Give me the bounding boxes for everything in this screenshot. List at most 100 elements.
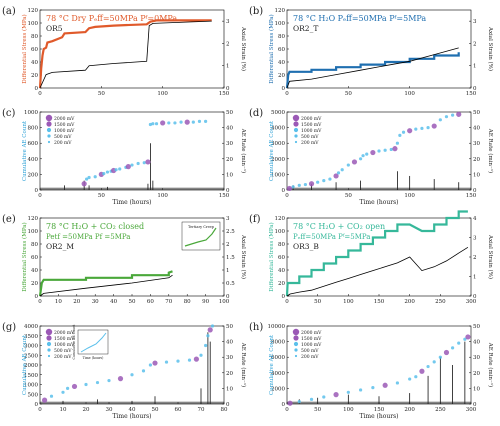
x-tick-label: 100 (157, 91, 168, 97)
panel-letter: (b) (249, 6, 263, 17)
inset: Time (hours) Cumulative AE Count (72, 324, 109, 360)
x-tick-label: 50 (345, 193, 352, 199)
ae-point (382, 382, 388, 388)
legend-marker (47, 134, 51, 138)
legend-marker (292, 328, 300, 336)
legend-marker (292, 114, 300, 122)
ae-point (95, 380, 100, 385)
ae-point (463, 337, 467, 341)
inset-title: Tertiary Creep (188, 225, 215, 229)
y-axis-label: Differential Stress (MPa) (21, 222, 28, 291)
ae-point (291, 185, 295, 189)
y-tick-label: 10000 (268, 324, 286, 330)
panel-h: (h)0 50 100 150 200 250 3000200040006000800010… (249, 322, 494, 420)
strain-series (286, 246, 469, 297)
x-tick-label: 20 (83, 407, 90, 413)
ae-point (346, 390, 350, 394)
panel-letter: (h) (249, 322, 263, 333)
y2-tick-label: 30 (473, 355, 480, 361)
ae-point (371, 386, 375, 390)
ae-point (136, 161, 140, 166)
legend-label: 1000 mV (54, 342, 75, 348)
ae-point (118, 167, 122, 171)
y-tick-label: 0 (35, 402, 39, 408)
panel-d: (d)0 50 100 1500100020003000400050000102030… (249, 108, 494, 206)
ae-point (346, 163, 350, 167)
y-tick-label: 40 (31, 60, 38, 66)
y-tick-label: 2500 (24, 353, 38, 359)
ae-point (361, 154, 365, 158)
legend-marker (294, 134, 298, 138)
stress-series (38, 270, 173, 297)
legend-marker (46, 335, 52, 341)
y2-tick-label: 3 (473, 19, 477, 25)
y2-tick-label: 20 (226, 371, 233, 377)
y-axis-label: Differential Stress (MPa) (268, 222, 275, 291)
ae-point (179, 120, 183, 124)
ae-point (389, 147, 393, 152)
y2-tick-label: 1.5 (226, 255, 235, 261)
panel-e: (e)0 10 20 30 40 50 60 70 80 90 100020406080100120… (2, 214, 247, 305)
ae-point (395, 141, 399, 145)
annotation-2: Pₑff=50MPa Pᶠ=5MPa (293, 233, 370, 241)
ae-point (130, 163, 134, 167)
ae-point (359, 388, 363, 392)
y-axis-label: Cumulative AE Count (269, 334, 275, 395)
y-tick-label: 1500 (24, 373, 38, 379)
x-tick-label: 100 (219, 299, 230, 305)
ae-point (322, 179, 326, 183)
ae-point (148, 122, 152, 127)
stress-series (285, 52, 460, 89)
y2-tick-label: 0 (226, 402, 230, 408)
ae-point (204, 119, 208, 123)
y2-tick-label: 40 (473, 340, 480, 346)
y2-tick-label: 0 (473, 188, 477, 194)
y2-tick-label: 20 (473, 371, 480, 377)
ae-point (93, 175, 97, 179)
x-tick-label: 20 (73, 299, 80, 305)
inset-frame (77, 329, 109, 355)
sample-id: OR2_M (46, 242, 74, 251)
ae-point (322, 395, 326, 399)
y-tick-label: 3500 (24, 334, 38, 340)
x-tick-label: 30 (92, 299, 99, 305)
y2-tick-label: 40 (473, 126, 480, 132)
x-tick-label: 60 (147, 299, 154, 305)
y2-tick-label: 10 (226, 386, 233, 392)
y-tick-label: 40 (278, 60, 285, 66)
ae-rate-baseline (287, 187, 471, 190)
y-tick-label: 60 (31, 255, 38, 261)
y2-tick-label: 1 (473, 64, 477, 70)
x-tick-label: 0 (285, 407, 289, 413)
ae-point (204, 343, 208, 348)
ae-point (444, 115, 449, 119)
y2-tick-label: 10 (226, 172, 233, 178)
ae-point (191, 120, 195, 124)
ae-point (419, 368, 425, 374)
y2-axis-label: AE Rate (min⁻¹) (240, 128, 247, 173)
ae-point (141, 369, 146, 373)
ae-point (316, 180, 320, 184)
strain-series (39, 20, 212, 89)
ae-point (398, 133, 402, 137)
x-tick-label: 30 (106, 407, 113, 413)
y2-tick-label: 2 (226, 41, 230, 47)
strain-series (39, 274, 173, 297)
y2-tick-label: 2 (473, 255, 477, 261)
ae-point (297, 183, 301, 187)
stress-series (38, 19, 212, 89)
ae-point (383, 148, 387, 152)
ae-point (142, 161, 146, 165)
ae-point (105, 170, 110, 174)
legend-label: 2000 mV (54, 330, 75, 336)
y-tick-label: 0 (35, 86, 39, 92)
ae-point (333, 173, 339, 179)
y-tick-label: 1000 (24, 110, 38, 116)
x-tick-label: 0 (38, 91, 42, 97)
x-tick-label: 100 (404, 91, 415, 97)
ae-rate-baseline (40, 187, 224, 190)
y-tick-label: 800 (28, 126, 39, 132)
y2-tick-label: 3 (473, 236, 477, 242)
x-tick-label: 50 (129, 299, 136, 305)
